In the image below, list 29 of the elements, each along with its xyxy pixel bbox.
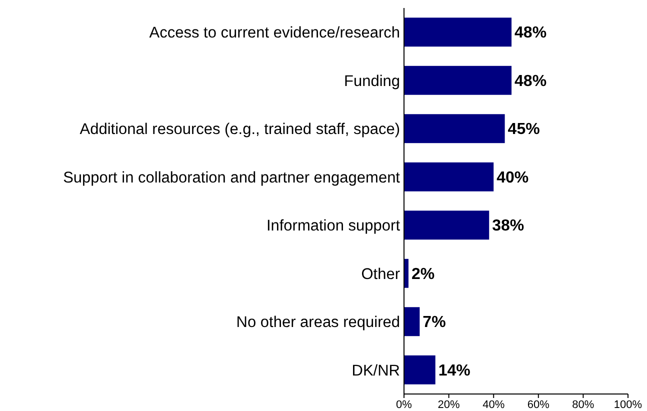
x-tick-label: 60% bbox=[527, 399, 550, 411]
data-label: 38% bbox=[492, 218, 524, 235]
data-label: 7% bbox=[422, 314, 446, 332]
data-label: 14% bbox=[438, 362, 470, 380]
y-tick-label: DK/NR bbox=[352, 362, 400, 380]
bar bbox=[404, 210, 490, 240]
bar bbox=[404, 18, 512, 47]
bar bbox=[404, 355, 436, 384]
data-label: 45% bbox=[508, 121, 540, 138]
bar bbox=[404, 307, 420, 336]
y-tick-label: No other areas required bbox=[236, 314, 400, 332]
x-tick-label: 80% bbox=[572, 399, 594, 411]
y-tick-label: Funding bbox=[344, 72, 400, 90]
data-label: 48% bbox=[514, 24, 547, 42]
y-tick-label: Other bbox=[361, 266, 400, 283]
y-tick-label: Additional resources (e.g., trained staff, space) bbox=[80, 121, 400, 138]
data-label: 40% bbox=[496, 169, 529, 186]
x-tick-label: 20% bbox=[438, 399, 460, 411]
data-label: 48% bbox=[514, 72, 547, 90]
x-tick-label: 100% bbox=[614, 399, 642, 411]
bar bbox=[404, 162, 494, 192]
x-tick-label: 40% bbox=[482, 399, 505, 411]
bar bbox=[404, 114, 505, 144]
y-tick-label: Access to current evidence/research bbox=[149, 24, 400, 42]
x-tick-label: 0% bbox=[396, 399, 412, 411]
y-tick-label: Support in collaboration and partner engagement bbox=[63, 169, 401, 186]
bar bbox=[404, 66, 512, 95]
y-tick-label: Information support bbox=[266, 218, 401, 235]
data-label: 2% bbox=[411, 266, 435, 283]
